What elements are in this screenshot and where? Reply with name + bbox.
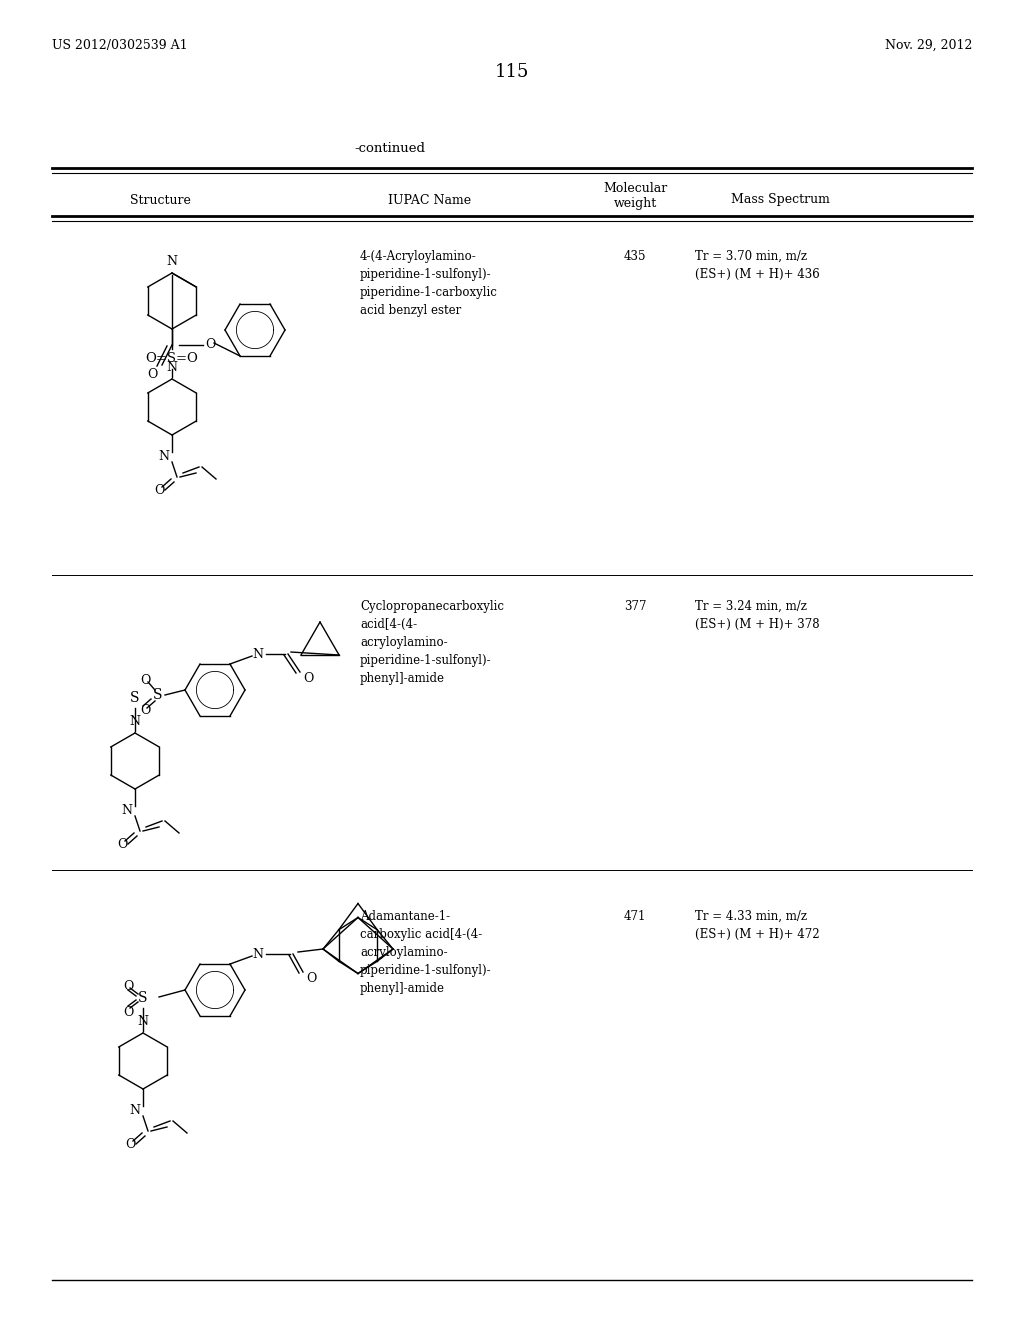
Text: IUPAC Name: IUPAC Name [388,194,472,206]
Text: -continued: -continued [354,141,426,154]
Text: O: O [123,1006,133,1019]
Text: O: O [303,672,313,685]
Text: N: N [167,360,177,374]
Text: O: O [205,338,215,351]
Text: N: N [129,1105,140,1118]
Text: O: O [123,979,133,993]
Text: N: N [129,715,140,729]
Text: O: O [140,673,151,686]
Text: O: O [140,704,151,717]
Text: S: S [130,690,139,705]
Text: 435: 435 [624,249,646,263]
Text: N: N [122,804,132,817]
Text: Molecular: Molecular [603,182,667,195]
Text: 4-(4-Acryloylamino-
piperidine-1-sulfonyl)-
piperidine-1-carboxylic
acid benzyl : 4-(4-Acryloylamino- piperidine-1-sulfony… [360,249,498,317]
Text: O: O [146,368,158,381]
Text: O: O [306,972,316,985]
Text: Structure: Structure [130,194,190,206]
Text: O: O [125,1138,135,1151]
Text: weight: weight [613,198,656,210]
Text: Nov. 29, 2012: Nov. 29, 2012 [885,38,972,51]
Text: O: O [154,483,164,496]
Text: 471: 471 [624,909,646,923]
Text: 115: 115 [495,63,529,81]
Text: O: O [117,837,127,850]
Text: US 2012/0302539 A1: US 2012/0302539 A1 [52,38,187,51]
Text: N: N [253,648,263,660]
Text: S: S [154,688,163,702]
Text: N: N [159,450,170,463]
Text: 377: 377 [624,601,646,612]
Text: N: N [253,948,263,961]
Text: Tr = 3.24 min, m/z
(ES+) (M + H)+ 378: Tr = 3.24 min, m/z (ES+) (M + H)+ 378 [695,601,819,631]
Text: Adamantane-1-
carboxylic acid[4-(4-
acryloylamino-
piperidine-1-sulfonyl)-
pheny: Adamantane-1- carboxylic acid[4-(4- acry… [360,909,492,995]
Text: N: N [137,1015,148,1028]
Text: S: S [138,991,147,1005]
Text: Tr = 4.33 min, m/z
(ES+) (M + H)+ 472: Tr = 4.33 min, m/z (ES+) (M + H)+ 472 [695,909,819,941]
Text: O=S=O: O=S=O [145,352,199,366]
Text: Cyclopropanecarboxylic
acid[4-(4-
acryloylamino-
piperidine-1-sulfonyl)-
phenyl]: Cyclopropanecarboxylic acid[4-(4- acrylo… [360,601,504,685]
Text: N: N [167,255,177,268]
Text: Mass Spectrum: Mass Spectrum [730,194,829,206]
Text: Tr = 3.70 min, m/z
(ES+) (M + H)+ 436: Tr = 3.70 min, m/z (ES+) (M + H)+ 436 [695,249,820,281]
